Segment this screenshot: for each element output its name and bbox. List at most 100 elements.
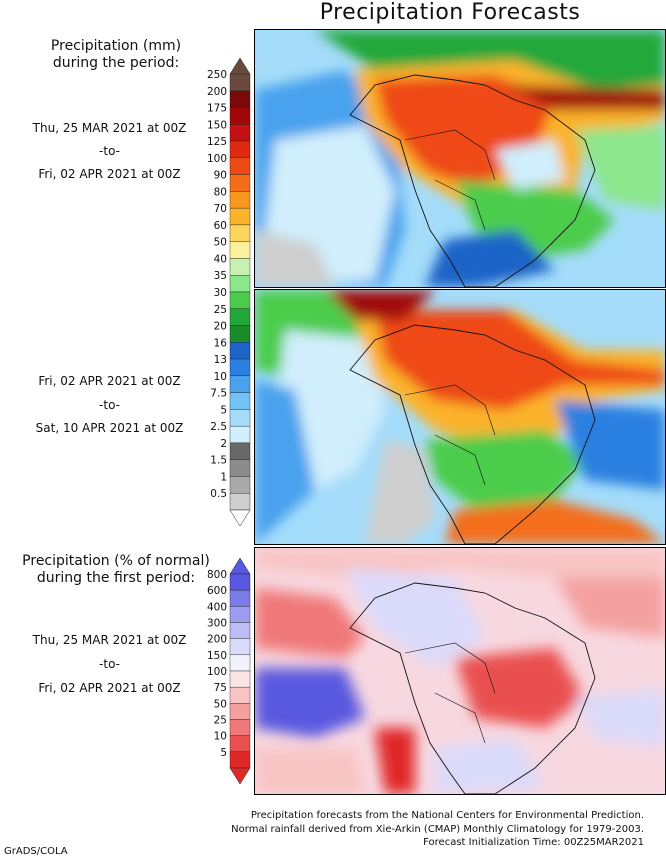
- precip-tick-label: 1: [220, 471, 227, 483]
- anomaly-swatch: [229, 703, 251, 720]
- precip-swatch: [229, 409, 251, 427]
- anomaly-swatch: [229, 654, 251, 672]
- precip-tick-label: 20: [214, 321, 227, 333]
- precip-tick-label: 60: [214, 220, 227, 232]
- precip-swatch: [229, 241, 251, 259]
- anomaly-tick-label: 600: [207, 585, 227, 597]
- precip-swatch: [229, 392, 251, 410]
- precip-legend-heading-line2: during the period:: [52, 55, 180, 71]
- anomaly-legend-heading-line1: Precipitation (% of normal): [22, 553, 210, 569]
- precip-swatch: [229, 425, 251, 444]
- precip-tick-label: 30: [214, 287, 227, 299]
- period1-start: Thu, 25 MAR 2021 at 00Z: [32, 121, 187, 135]
- precip-tick-label: 150: [207, 119, 227, 131]
- precip-tick-label: 10: [214, 371, 227, 383]
- anomaly-tick-label: 10: [214, 731, 227, 743]
- anomaly-swatch: [229, 622, 251, 639]
- precip-tick-label: 7.5: [210, 388, 227, 400]
- anomaly-tick-label: 25: [214, 715, 227, 727]
- anomaly-swatch: [229, 606, 251, 623]
- precip-tick-label: 16: [214, 337, 228, 349]
- page-title: Precipitation Forecasts: [319, 0, 581, 25]
- precip-tick-label: 100: [207, 153, 227, 165]
- precip-swatch: [229, 493, 251, 511]
- anomaly-tick-label: 5: [220, 747, 227, 759]
- anomaly-tick-label: 50: [214, 698, 227, 710]
- anomaly-legend-heading-line2: during the first period:: [36, 570, 196, 586]
- forecast-map-period1: [254, 29, 666, 288]
- precip-tick-label: 80: [214, 186, 227, 198]
- precip-legend-heading: Precipitation (mm) during the period:: [2, 38, 230, 72]
- anomaly-tick-label: 400: [207, 601, 227, 613]
- precip-tick-label: 200: [207, 86, 227, 98]
- precip-swatch: [229, 107, 251, 125]
- precip-swatch: [229, 325, 251, 343]
- precip-swatch: [229, 358, 251, 377]
- precip-tick-label: 50: [214, 237, 227, 249]
- precip-swatch: [229, 73, 251, 91]
- percent-normal-map: [254, 547, 666, 795]
- precip-tick-label: 25: [214, 304, 227, 316]
- precip-colorbar: 250 200 175 150 125 100 90 80 70 60 50 40 35 30 25 20 16…: [200, 57, 260, 527]
- anomaly-tick-label: 75: [214, 682, 227, 694]
- anomaly-tick-label: 300: [207, 618, 227, 630]
- precip-tick-label: 250: [207, 69, 227, 81]
- precip-swatch: [229, 258, 251, 276]
- forecast-map-period1-graphic: [255, 30, 665, 287]
- anomaly-swatch: [229, 751, 251, 769]
- anomaly-swatch: [229, 589, 251, 607]
- anomaly-tick-label: 800: [207, 569, 227, 581]
- precip-swatch: [229, 342, 251, 360]
- anomaly-tick-label: 200: [207, 634, 227, 646]
- period3-start: Thu, 25 MAR 2021 at 00Z: [32, 633, 187, 647]
- precip-tick-label: 90: [214, 170, 227, 182]
- precip-swatch: [229, 90, 251, 108]
- period2-start: Fri, 02 APR 2021 at 00Z: [38, 374, 181, 388]
- precip-swatch: [229, 207, 251, 226]
- precip-swatch: [229, 308, 251, 326]
- precip-tick-label: 0.5: [210, 488, 227, 500]
- precip-swatch: [229, 174, 251, 192]
- precip-tick-label: 40: [214, 253, 227, 265]
- anomaly-swatch: [229, 573, 251, 591]
- footer-line1: Precipitation forecasts from the Nationa…: [250, 810, 644, 821]
- forecast-map-period2: [254, 289, 666, 545]
- precip-swatch: [229, 442, 251, 460]
- period1-separator: -to-: [99, 144, 120, 158]
- period1-end: Fri, 02 APR 2021 at 00Z: [38, 167, 181, 181]
- precip-tick-label: 35: [214, 270, 227, 282]
- period2-end: Sat, 10 APR 2021 at 00Z: [35, 421, 184, 435]
- precip-tick-label: 70: [214, 203, 227, 215]
- credit-label: GrADS/COLA: [4, 846, 68, 857]
- precip-tick-label: 125: [207, 136, 227, 148]
- footer-notes: Precipitation forecasts from the Nationa…: [231, 809, 644, 850]
- anomaly-top-arrow: [229, 557, 251, 575]
- precip-swatch: [229, 140, 251, 159]
- precip-swatch: [229, 191, 251, 209]
- precip-swatch: [229, 291, 251, 309]
- precip-swatch: [229, 476, 251, 494]
- anomaly-bottom-arrow: [229, 767, 251, 785]
- precip-colorbar-graphic: 250 200 175 150 125 100 90 80 70 60 50 40 35 30 25 20 16…: [207, 57, 251, 527]
- footer-line3: Forecast Initialization Time: 00Z25MAR20…: [423, 837, 644, 848]
- precip-top-arrow: [229, 57, 251, 75]
- precip-tick-label: 2.5: [210, 421, 227, 433]
- anomaly-legend-heading: Precipitation (% of normal) during the f…: [2, 553, 230, 587]
- precip-tick-label: 175: [207, 103, 227, 115]
- period3-end: Fri, 02 APR 2021 at 00Z: [38, 681, 181, 695]
- anomaly-colorbar-graphic: 800 600 400 300 200 150 100 75 50 25 10 5: [207, 557, 251, 785]
- anomaly-swatch: [229, 686, 251, 704]
- precip-tick-label: 2: [220, 438, 227, 450]
- anomaly-tick-label: 100: [207, 666, 227, 678]
- period2-separator: -to-: [99, 398, 120, 412]
- anomaly-swatch: [229, 670, 251, 688]
- precip-swatch: [229, 124, 251, 142]
- anomaly-swatch: [229, 719, 251, 736]
- precip-swatch: [229, 275, 251, 293]
- period3-separator: -to-: [99, 657, 120, 671]
- anomaly-swatch: [229, 638, 251, 656]
- anomaly-swatch: [229, 735, 251, 753]
- anomaly-colorbar: 800 600 400 300 200 150 100 75 50 25 10 5: [200, 557, 260, 785]
- precip-bottom-arrow: [229, 509, 251, 527]
- precip-legend-heading-line1: Precipitation (mm): [50, 38, 182, 54]
